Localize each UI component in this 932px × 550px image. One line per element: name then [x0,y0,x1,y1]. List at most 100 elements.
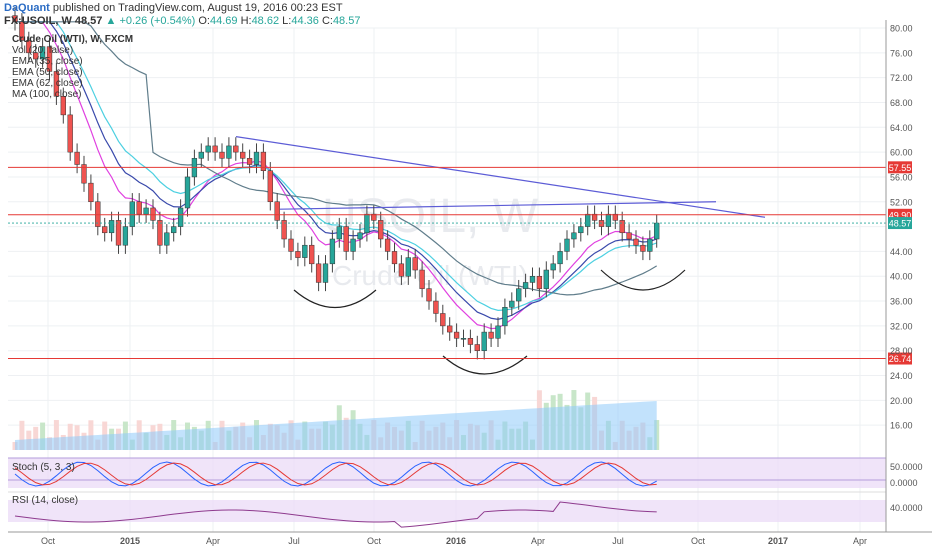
price-tick-label: 80.00 [890,24,913,34]
watermark-name: Crude Oil (WTI) [332,260,528,291]
candle-body [433,300,439,314]
candle-body [481,331,487,351]
time-tick-label: 2016 [446,536,466,546]
candle-body [412,257,418,271]
candle-body [426,288,432,302]
candle-body [371,213,377,221]
publish-line: DaQuant published on TradingView.com, Au… [4,2,343,14]
candle-body [53,71,60,97]
candle-body [129,201,135,227]
price-tick-label: 60.00 [890,148,913,158]
stoch-label: Stoch (5, 3, 3) [12,462,75,473]
candle-body [460,338,467,340]
candle-body [212,145,218,153]
candle-body [447,325,453,333]
candle-body [81,164,87,184]
candle-body [233,145,239,153]
candle-body [143,207,149,215]
candle-body [205,145,211,153]
candle-body [46,46,53,72]
candle-body [39,46,46,60]
volume-bar [88,420,94,450]
candle-body [536,275,543,289]
candle-body [384,238,391,252]
indicator-tick-label: 0.0000 [890,478,918,488]
time-tick-label: Apr [206,536,220,546]
last-price-label: 48.57 [889,219,912,229]
level-label: 49.90 [889,210,912,220]
symbol-label: FX:USOIL, W [4,15,72,27]
drawings [235,136,766,375]
candle-body [19,21,25,41]
right-shoulder-arc [600,269,686,291]
legend-item: EMA (50, close) [12,67,83,78]
candle-body [246,158,253,165]
candle-body [543,269,549,289]
up-arrow-icon: ▲ [105,15,117,27]
high-value: 48.62 [251,15,280,27]
level-label: 26.74 [889,354,912,364]
candle-body [274,201,280,221]
candle-body [12,15,18,23]
candle-body [136,201,142,215]
author-link[interactable]: DaQuant [4,2,50,14]
candle-body [115,220,122,246]
level-label: 57.55 [889,163,912,173]
candle-body [309,244,315,265]
indicator-panes: Stoch (5, 3, 3) RSI (14, close) [8,457,886,528]
candle-body [564,238,570,252]
candle-body [626,232,632,240]
candle-body [198,151,204,159]
level-tag [888,161,912,174]
legend-item: MA (100, close) [12,89,81,100]
rsi-line [14,501,657,528]
candle-body [219,151,225,159]
candle-body [557,251,563,265]
candle-body [171,226,177,234]
candle-body [184,176,191,209]
candle-body [102,226,108,234]
legend-item: Crude Oil (WTI), W, FXCM [12,34,133,45]
candle-body [150,207,156,221]
candle-body [516,288,522,302]
candle-body [591,213,598,221]
candle-body [419,269,425,289]
candle-body [378,220,384,240]
candle-body [391,251,398,265]
time-tick-label: Jul [612,536,624,546]
volume-bars [12,390,660,450]
price-tick-label: 64.00 [890,123,913,133]
candle-body [453,331,460,339]
candle-body [322,263,329,283]
low-value: 44.36 [291,15,319,27]
price-tick-label: 68.00 [890,98,913,108]
candle-body [647,238,653,252]
indicator-tick-label: 40.0000 [890,503,923,513]
volume-average-area [15,400,657,450]
candle-body [177,207,184,227]
legend-item: Vol (20, false) [12,45,73,56]
price-tick-label: 36.00 [890,297,913,307]
time-tick-label: 2015 [120,536,140,546]
volume-bar [53,420,59,450]
candle-body [578,226,584,234]
candle-body [122,226,129,246]
candle-body [260,151,267,171]
candle-body [164,232,170,246]
candle-body [26,40,32,54]
price-tick-label: 28.00 [890,346,913,356]
candle-body [571,232,577,240]
candle-body [315,263,322,283]
price-tick-label: 24.00 [890,371,913,381]
candle-body [654,222,660,240]
candle-body [288,238,294,252]
last-price-tag [888,217,912,230]
ohlc-line: FX:USOIL, W 48.57 ▲ +0.26 (+0.54%) O:44.… [4,15,361,27]
candle-body [74,151,80,165]
candle-body [88,182,94,203]
price-tick-label: 72.00 [890,73,913,83]
candle-body [329,238,336,265]
price-tick-label: 76.00 [890,48,913,58]
